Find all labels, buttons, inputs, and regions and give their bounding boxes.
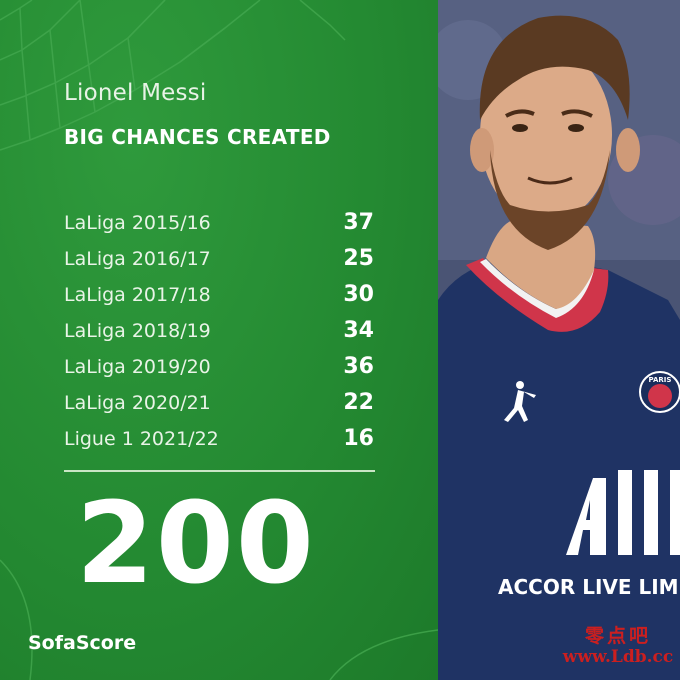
season-row: Ligue 1 2021/22 16 [64,422,376,458]
season-row: LaLiga 2016/17 25 [64,242,376,278]
season-value: 34 [343,318,374,343]
season-row: LaLiga 2019/20 36 [64,350,376,386]
season-value: 36 [343,354,374,379]
jersey-sponsor-text: ACCOR LIVE LIMI [498,575,680,599]
divider [64,470,375,472]
season-row: LaLiga 2018/19 34 [64,314,376,350]
season-value: 37 [343,210,374,235]
psg-crest-icon: PARIS [640,372,680,412]
season-label: LaLiga 2018/19 [64,320,211,342]
season-row: LaLiga 2015/16 37 [64,206,376,242]
player-photo-illustration: PARIS ACCOR LIVE LIMI [438,0,680,680]
season-row: LaLiga 2020/21 22 [64,386,376,422]
season-label: LaLiga 2017/18 [64,284,211,306]
season-row: LaLiga 2017/18 30 [64,278,376,314]
brand-logo: SofaScore [28,632,136,654]
season-value: 25 [343,246,374,271]
total-value: 200 [76,488,316,600]
player-name: Lionel Messi [64,80,206,106]
season-label: Ligue 1 2021/22 [64,428,219,450]
player-photo: PARIS ACCOR LIVE LIMI [438,0,680,680]
season-value: 30 [343,282,374,307]
watermark-url: www.Ldb.cc [562,648,674,668]
stat-title: BIG CHANCES CREATED [64,125,331,149]
season-label: LaLiga 2019/20 [64,356,211,378]
svg-text:PARIS: PARIS [649,376,672,384]
season-value: 22 [343,390,374,415]
watermark: 零点吧 www.Ldb.cc [562,626,674,667]
season-label: LaLiga 2020/21 [64,392,211,414]
season-label: LaLiga 2015/16 [64,212,211,234]
watermark-cn: 零点吧 [562,626,674,648]
stats-panel: Lionel Messi BIG CHANCES CREATED LaLiga … [0,0,438,680]
season-list: LaLiga 2015/16 37 LaLiga 2016/17 25 LaLi… [64,206,376,458]
season-label: LaLiga 2016/17 [64,248,211,270]
season-value: 16 [343,426,374,451]
